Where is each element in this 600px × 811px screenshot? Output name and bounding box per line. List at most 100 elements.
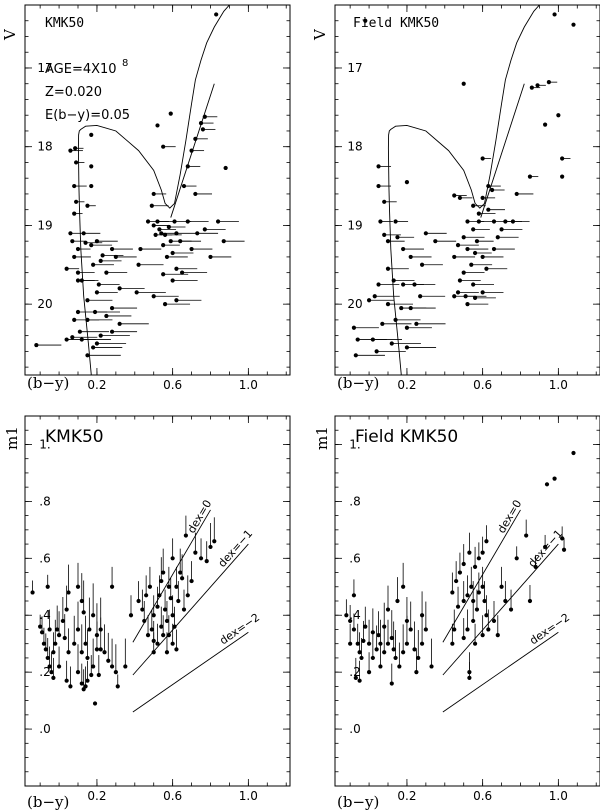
data-point	[151, 294, 156, 299]
data-point	[164, 618, 170, 624]
data-point	[366, 670, 372, 675]
data-point	[64, 607, 69, 612]
data-point	[47, 664, 52, 669]
data-point	[467, 550, 472, 555]
data-point	[359, 655, 364, 661]
data-point	[404, 345, 410, 350]
panel-bottom-right-title: Field KMK50	[355, 427, 458, 447]
data-point	[552, 12, 557, 17]
data-point	[39, 630, 45, 635]
data-point	[85, 655, 90, 661]
data-point	[433, 239, 438, 244]
data-point	[89, 132, 94, 137]
data-point	[370, 655, 375, 661]
data-point	[85, 678, 90, 683]
data-point	[472, 250, 478, 256]
data-point	[89, 243, 94, 248]
data-point	[382, 199, 387, 204]
panel-top-left-title: KMK50	[45, 16, 84, 31]
data-point	[414, 321, 419, 326]
data-point	[404, 180, 410, 185]
data-point	[172, 219, 177, 224]
data-point	[145, 633, 151, 638]
x-tick-label: 0.2	[87, 789, 106, 803]
data-point	[527, 174, 533, 179]
data-point	[104, 313, 109, 319]
data-point	[157, 227, 162, 232]
dex-reference-label: dex=−2	[527, 611, 572, 648]
data-point	[471, 203, 476, 208]
data-point	[72, 211, 77, 216]
data-point	[480, 290, 485, 295]
data-point	[47, 627, 52, 632]
data-point	[38, 624, 43, 629]
data-point	[455, 243, 461, 248]
data-point	[401, 246, 406, 252]
data-point	[484, 266, 489, 271]
data-point	[351, 325, 357, 330]
data-point	[389, 681, 394, 686]
data-point	[172, 624, 177, 629]
y-tick-label: 18	[37, 140, 52, 154]
data-point	[166, 584, 171, 589]
data-point	[151, 650, 156, 655]
data-point	[104, 270, 109, 275]
data-point	[43, 647, 48, 652]
data-point	[370, 630, 375, 635]
data-point	[170, 278, 175, 283]
data-point	[155, 641, 160, 646]
data-point	[62, 635, 67, 641]
data-point	[389, 635, 394, 641]
data-point	[193, 136, 198, 141]
data-point	[471, 282, 476, 287]
data-point	[391, 278, 396, 283]
data-point	[491, 246, 497, 252]
data-point	[461, 561, 466, 567]
data-point	[382, 232, 387, 237]
data-point	[348, 641, 353, 646]
data-point	[495, 235, 500, 240]
data-point	[476, 211, 481, 216]
y-tick-label: .4	[349, 608, 360, 622]
dex-reference-label: dex=−1	[215, 527, 255, 570]
data-point	[571, 22, 576, 27]
data-point	[70, 239, 75, 244]
panel-top-right-plot: 0.2 0.6 1.0 17 18 19 20	[335, 4, 600, 392]
data-point	[74, 199, 79, 204]
data-point	[92, 701, 98, 706]
data-point	[204, 559, 209, 564]
data-point	[87, 627, 92, 632]
data-point	[495, 633, 500, 638]
x-tick-label: 1.0	[549, 378, 568, 392]
data-point	[149, 627, 154, 632]
data-point	[382, 650, 387, 655]
data-point	[75, 246, 81, 252]
data-point	[491, 618, 497, 624]
data-point	[472, 564, 478, 569]
isochrone-curve	[77, 5, 230, 375]
data-point	[202, 227, 207, 232]
data-point	[499, 584, 504, 589]
data-point	[56, 664, 62, 669]
data-point	[68, 684, 73, 689]
data-point	[484, 539, 489, 544]
data-point	[174, 266, 179, 271]
data-point	[366, 298, 372, 303]
panel-bottom-left-xlabel: (b−y)	[27, 793, 69, 811]
data-point	[355, 337, 360, 342]
data-point	[380, 321, 385, 326]
data-point	[484, 613, 489, 618]
data-point	[571, 450, 576, 456]
data-point	[55, 627, 60, 632]
data-point	[543, 544, 548, 550]
panel-top-left-marks	[34, 5, 245, 375]
data-point	[351, 627, 357, 632]
data-point	[166, 224, 171, 230]
data-point	[404, 618, 410, 624]
y-tick-label: .0	[349, 722, 360, 736]
data-point	[469, 584, 474, 589]
data-point	[393, 655, 398, 661]
data-point	[74, 160, 79, 165]
data-point	[98, 333, 103, 338]
